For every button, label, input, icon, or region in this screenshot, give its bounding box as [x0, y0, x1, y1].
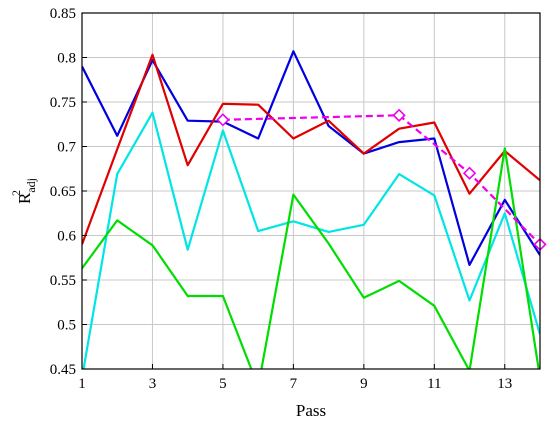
series-layer	[82, 50, 540, 369]
series-5-diamond-marker	[462, 166, 477, 180]
y-axis-ticks: 0.45 0.5 0.55 0.6 0.65 0.7 0.75 0.8 0.85	[50, 6, 87, 378]
y-tick-label: 0.65	[50, 184, 76, 200]
x-tick-label: 1	[78, 376, 86, 392]
series-line-4	[82, 147, 540, 369]
series-5-diamond-marker	[216, 113, 230, 127]
x-tick-label: 11	[427, 376, 441, 392]
x-tick-label: 13	[497, 376, 512, 392]
x-axis-label: Pass	[296, 401, 326, 420]
y-tick-label: 0.7	[57, 140, 76, 156]
x-axis-ticks: 1 3 5 7 9 11 13	[78, 364, 512, 392]
y-tick-label: 0.75	[50, 95, 76, 111]
y-tick-label: 0.8	[57, 51, 76, 67]
y-tick-label: 0.5	[57, 318, 76, 334]
series-line-2	[82, 53, 540, 245]
x-tick-label: 5	[219, 376, 227, 392]
y-axis-label-sup: 2	[9, 190, 23, 196]
y-tick-label: 0.85	[50, 6, 76, 22]
x-tick-label: 7	[290, 376, 298, 392]
x-tick-label: 9	[360, 376, 368, 392]
series-5-diamond-marker	[392, 108, 406, 122]
y-axis-label-main: R	[15, 192, 34, 204]
y-tick-label: 0.6	[57, 229, 76, 245]
x-tick-label: 3	[149, 376, 157, 392]
series-line-3	[82, 111, 540, 369]
y-tick-label: 0.45	[50, 362, 76, 378]
y-axis-label-sub: adj	[24, 178, 38, 193]
series-line-5	[222, 114, 540, 246]
y-axis-label: Radj2	[9, 178, 38, 204]
y-tick-label: 0.55	[50, 273, 76, 289]
marker-layer	[216, 108, 547, 252]
